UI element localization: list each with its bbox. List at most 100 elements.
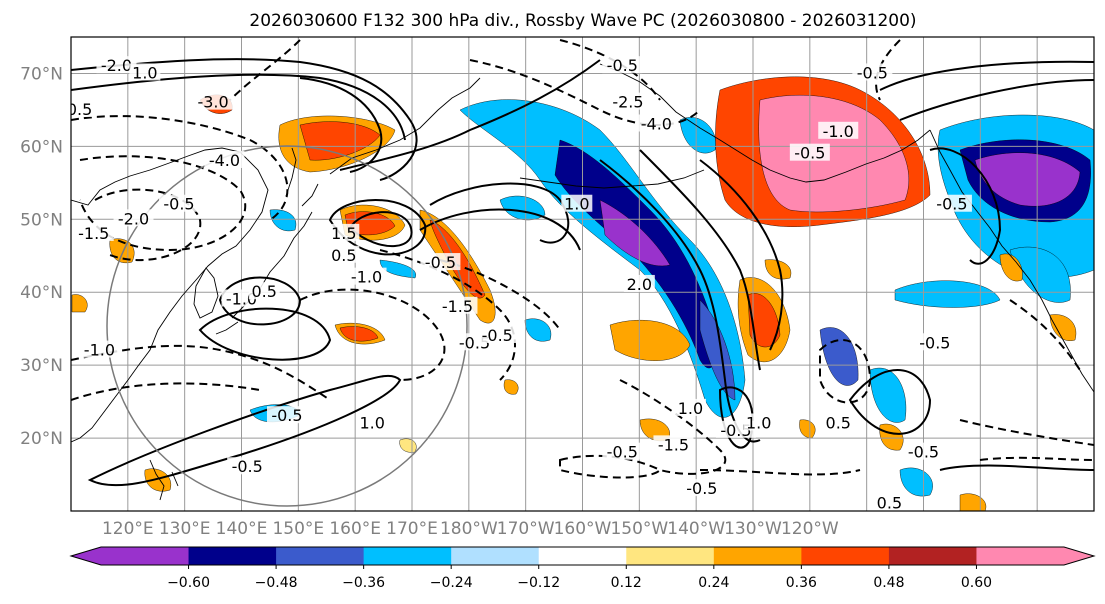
- contour-label-bg: [96, 56, 137, 74]
- contour-label: 1.0: [359, 413, 384, 432]
- contour-label-bg: [356, 413, 388, 431]
- negative-contour: [299, 288, 446, 381]
- positive-contour: [328, 199, 427, 256]
- longitude-label: 160°W: [554, 519, 612, 539]
- coastlines: [71, 63, 1094, 501]
- contour-label: -1.5: [78, 224, 109, 243]
- colorbar-segment: [888, 547, 977, 565]
- contour-label: -2.0: [101, 56, 132, 75]
- longitude-label: 180°W: [440, 519, 498, 539]
- positive-contour: [599, 159, 761, 443]
- colorbar-tick-label: 0.60: [961, 575, 992, 591]
- negative-contour: [819, 339, 872, 404]
- contour-label: 2.0: [627, 275, 652, 294]
- contour-label-bg: [71, 99, 97, 117]
- contour-label: -1.5: [658, 435, 689, 454]
- negative-contour: [699, 469, 861, 476]
- colorbar-tick-label: −0.48: [255, 575, 298, 591]
- contour-label: 1.0: [746, 413, 771, 432]
- colorbar-tick-label: −0.24: [430, 575, 473, 591]
- contour-label-bg: [674, 398, 706, 416]
- divergence-region: [503, 379, 519, 395]
- divergence-region: [599, 199, 671, 267]
- contour-label: -2.5: [612, 93, 643, 112]
- contour-label: -1.5: [442, 297, 473, 316]
- contour-label: -0.5: [794, 144, 825, 163]
- longitude-label: 170°E: [386, 519, 438, 539]
- contour-label: 0.5: [331, 246, 356, 265]
- colorbar-segment: [538, 547, 627, 565]
- longitude-label: 130°W: [724, 519, 782, 539]
- contour-label-bg: [743, 413, 775, 431]
- negative-contour: [71, 382, 261, 401]
- contour-label-bg: [681, 479, 722, 497]
- divergence-region: [609, 319, 691, 361]
- colorbar-segment: [363, 547, 452, 565]
- contour-label: -0.5: [936, 195, 967, 214]
- coastline-korea: [193, 267, 219, 319]
- map-panel: -2.0 1.0-0.5 -3.0-4.0-0.5-2.0-1.5-1.00.51.…: [70, 36, 1095, 513]
- colorbar-tick-label: 0.12: [611, 575, 642, 591]
- colorbar-segment: [276, 547, 365, 565]
- positive-contour: [699, 159, 784, 351]
- contour-label-bg: [266, 406, 307, 424]
- colorbar-tick-label: −0.60: [167, 575, 210, 591]
- positive-contour: [87, 374, 402, 487]
- contour-label-bg: [204, 150, 245, 168]
- contour-label-bg: [914, 333, 955, 351]
- contour-label-bg: [420, 253, 461, 271]
- colorbar-tick-label: −0.36: [342, 575, 385, 591]
- colorbar-segment: [713, 547, 802, 565]
- colorbar-outline: [69, 546, 1096, 566]
- contour-label: -0.5: [425, 253, 456, 272]
- map-frame: [70, 36, 1095, 512]
- latitude-label: 20°N: [20, 429, 63, 449]
- divergence-region: [71, 294, 88, 313]
- divergence-region: [974, 152, 1081, 207]
- contour-label: 1.0: [132, 63, 157, 82]
- contour-label-bg: [789, 143, 830, 161]
- divergence-region: [879, 423, 904, 451]
- figure-title: 2026030600 F132 300 hPa div., Rossby Wav…: [249, 11, 916, 31]
- positive-contour: [71, 73, 406, 141]
- contour-label-bg: [79, 340, 120, 358]
- colorbar-tick-label: 0.48: [873, 575, 904, 591]
- colorbar-segment: [188, 547, 277, 565]
- coastline-aleutians: [519, 169, 705, 189]
- contour-label-bg: [129, 63, 161, 81]
- positive-contour: [929, 147, 1002, 265]
- contour-label: -0.5: [271, 406, 302, 425]
- positive-contour: [879, 60, 1094, 91]
- negative-contour: [469, 59, 701, 126]
- contour-label: 0.5: [877, 494, 902, 513]
- positive-contour: [939, 464, 1094, 471]
- contour-label-bg: [73, 223, 114, 241]
- contour-label: -1.0: [351, 268, 382, 287]
- positive-contour: [348, 211, 413, 248]
- contour-label: -0.5: [232, 457, 263, 476]
- longitude-label: 140°E: [216, 519, 268, 539]
- contour-label: -2.0: [118, 209, 149, 228]
- contour-label: -0.5: [857, 63, 888, 82]
- contour-label-bg: [561, 194, 593, 212]
- colorbar-tick-label: 0.36: [786, 575, 817, 591]
- colorbar-segment: [101, 547, 190, 565]
- negative-contour: [559, 454, 662, 479]
- contour-label-bg: [602, 442, 643, 460]
- contour-label: 1.0: [564, 195, 589, 214]
- coastline-sakhalin: [285, 147, 297, 197]
- divergence-region: [894, 280, 1001, 308]
- contour-label: 1.5: [331, 224, 356, 243]
- contour-label-bg: [852, 63, 893, 81]
- latitude-label: 40°N: [20, 283, 63, 303]
- coastline-alaska: [599, 63, 931, 183]
- coastline-asia: [71, 147, 269, 443]
- contour-label: 0.5: [826, 413, 851, 432]
- contour-label-bg: [607, 92, 648, 110]
- divergence-region: [459, 99, 746, 418]
- longitude-label: 160°E: [329, 519, 381, 539]
- divergence-region: [1009, 246, 1071, 303]
- colorbar-extend-right: [1064, 547, 1094, 565]
- colorbar: −0.60 −0.48 −0.36 −0.24 −0.12 0.12 0.24 0.36 0.4…: [69, 546, 1096, 591]
- divergence-shading: [71, 76, 1094, 511]
